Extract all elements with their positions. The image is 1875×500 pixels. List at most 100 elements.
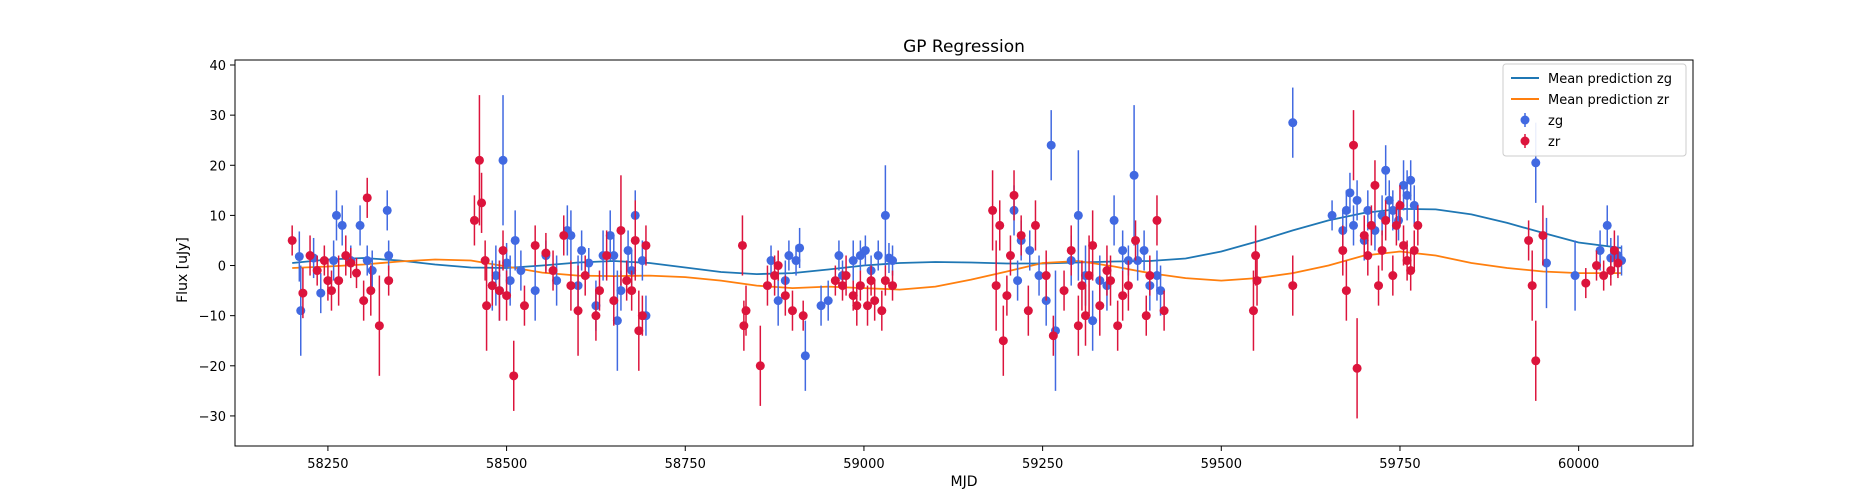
data-point-zr xyxy=(1106,276,1116,286)
data-point-zg xyxy=(1602,220,1612,230)
data-point-zr xyxy=(1388,271,1398,281)
data-point-zr xyxy=(312,266,322,276)
data-point-zg xyxy=(1363,205,1373,215)
data-point-zr xyxy=(1341,286,1351,296)
data-point-zr xyxy=(770,271,780,281)
data-point-zr xyxy=(591,311,601,321)
data-point-zg xyxy=(1345,188,1355,198)
data-point-zr xyxy=(1592,261,1602,271)
data-point-zg xyxy=(1288,118,1298,128)
data-point-zg xyxy=(1595,245,1605,255)
data-point-zr xyxy=(755,361,765,371)
data-point-zr xyxy=(494,286,504,296)
data-point-zr xyxy=(1002,291,1012,301)
data-point-zr xyxy=(1248,306,1258,316)
y-tick-label: 10 xyxy=(209,209,226,224)
data-point-zg xyxy=(623,245,633,255)
data-point-zr xyxy=(1251,251,1261,261)
data-point-zg xyxy=(382,205,392,215)
data-point-zr xyxy=(866,276,876,286)
data-point-zg xyxy=(1133,256,1143,266)
data-point-zg xyxy=(816,301,826,311)
data-point-zg xyxy=(784,251,794,261)
data-point-zr xyxy=(352,268,361,278)
data-point-zg xyxy=(1156,286,1166,296)
data-point-zg xyxy=(880,210,890,220)
data-point-zr xyxy=(1005,251,1015,261)
data-point-zr xyxy=(1048,331,1058,341)
data-point-zr xyxy=(384,276,394,286)
data-point-zg xyxy=(888,256,898,266)
x-tick-label: 58500 xyxy=(486,457,527,472)
data-point-zr xyxy=(1359,230,1369,240)
data-point-zr xyxy=(509,371,519,381)
data-point-zr xyxy=(1141,311,1151,321)
data-point-zr xyxy=(1152,215,1162,225)
data-point-zr xyxy=(1606,266,1616,276)
data-point-zr xyxy=(530,240,540,250)
data-point-zr xyxy=(1599,271,1609,281)
y-tick-label: 20 xyxy=(209,159,226,174)
data-point-zg xyxy=(502,258,512,268)
data-point-zr xyxy=(580,271,590,281)
data-point-zr xyxy=(362,193,372,203)
data-point-zg xyxy=(1402,190,1412,200)
data-point-zr xyxy=(739,321,749,331)
y-tick-label: 40 xyxy=(209,59,226,74)
data-point-zg xyxy=(1531,158,1541,168)
data-point-zr xyxy=(1531,356,1541,366)
legend-label-zg-mean: Mean prediction zg xyxy=(1548,72,1672,87)
data-point-zg xyxy=(294,252,304,262)
data-point-zg xyxy=(498,155,508,165)
data-point-zr xyxy=(1073,321,1083,331)
data-point-zr xyxy=(1609,245,1619,255)
data-point-zr xyxy=(1131,235,1141,245)
data-point-zg xyxy=(848,256,858,266)
data-point-zr xyxy=(1059,286,1069,296)
data-point-zg xyxy=(1046,140,1056,150)
data-point-zr xyxy=(630,235,640,245)
data-point-zr xyxy=(1118,291,1128,301)
data-point-zg xyxy=(1541,258,1551,268)
data-point-zr xyxy=(1016,230,1026,240)
data-point-zr xyxy=(477,198,487,208)
data-point-zg xyxy=(834,251,844,261)
y-tick-label: 30 xyxy=(209,109,226,124)
data-point-zr xyxy=(637,311,647,321)
data-point-zr xyxy=(1381,215,1391,225)
data-point-zg xyxy=(316,288,326,298)
data-point-zg xyxy=(1327,210,1337,220)
data-point-zr xyxy=(622,276,632,286)
data-point-zr xyxy=(287,235,297,245)
data-point-zg xyxy=(873,251,883,261)
data-point-zg xyxy=(766,256,776,266)
data-point-zr xyxy=(1041,271,1051,281)
data-point-zr xyxy=(305,251,315,261)
data-point-zr xyxy=(616,225,626,235)
data-point-zr xyxy=(1538,230,1548,240)
data-point-zg xyxy=(296,306,306,316)
plot-frame xyxy=(234,59,1694,447)
data-point-zr xyxy=(1252,276,1262,286)
data-point-zr xyxy=(1527,281,1537,291)
data-point-zg xyxy=(823,296,833,306)
data-point-zr xyxy=(880,276,890,286)
data-point-zg xyxy=(367,266,377,276)
data-point-zr xyxy=(1066,245,1076,255)
data-point-zg xyxy=(577,245,587,255)
data-point-zg xyxy=(1139,245,1149,255)
data-point-zr xyxy=(559,230,569,240)
y-axis-label: Flux [uJy] xyxy=(175,237,191,303)
data-point-zr xyxy=(737,240,747,250)
x-tick-label: 59500 xyxy=(1201,457,1242,472)
data-point-zr xyxy=(1159,306,1169,316)
data-point-zg xyxy=(1129,170,1139,180)
data-point-zg xyxy=(566,230,576,240)
data-point-zr xyxy=(1349,140,1359,150)
y-tick-label: −20 xyxy=(199,360,226,375)
data-point-zg xyxy=(1406,175,1416,185)
data-point-zr xyxy=(1409,245,1419,255)
data-point-zr xyxy=(341,251,351,261)
data-point-zr xyxy=(1023,306,1033,316)
data-point-zg xyxy=(384,251,394,261)
